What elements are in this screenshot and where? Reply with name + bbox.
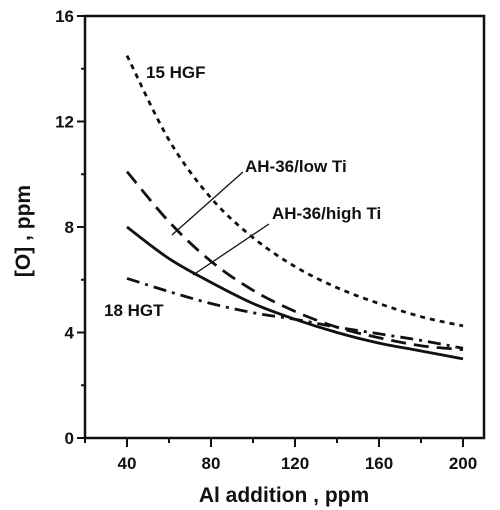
y-tick-label-16: 16 [55, 7, 74, 26]
annotations: 15 HGF AH-36/low Ti AH-36/high Ti 18 HGT [104, 63, 381, 320]
y-tick-label-8: 8 [65, 218, 74, 237]
plot-frame [83, 14, 486, 440]
y-axis-title: [O] , ppm [12, 185, 35, 277]
y-tick-label-12: 12 [55, 113, 74, 132]
y-tick-label-4: 4 [65, 324, 75, 343]
y-tick-label-0: 0 [65, 429, 74, 448]
x-tick-label-200: 200 [449, 454, 477, 473]
x-tick-label-40: 40 [118, 454, 137, 473]
series-label-1: AH-36/low Ti [245, 157, 347, 176]
leader-line-1 [171, 171, 244, 236]
series-label-2: AH-36/high Ti [272, 204, 381, 223]
axes [83, 14, 486, 440]
x-tick-label-80: 80 [202, 454, 221, 473]
ticks: 40 80 120 160 200 0 4 8 12 16 [55, 7, 477, 473]
series-line-0 [125, 54, 464, 328]
x-axis-title: Al addition , ppm [199, 484, 369, 507]
series-line-3 [126, 277, 464, 350]
leader-line-2 [192, 223, 270, 276]
series-line-1 [125, 170, 464, 351]
x-tick-label-120: 120 [281, 454, 309, 473]
series-label-3: 18 HGT [104, 301, 164, 320]
series-label-0: 15 HGF [146, 63, 206, 82]
x-tick-label-160: 160 [365, 454, 393, 473]
